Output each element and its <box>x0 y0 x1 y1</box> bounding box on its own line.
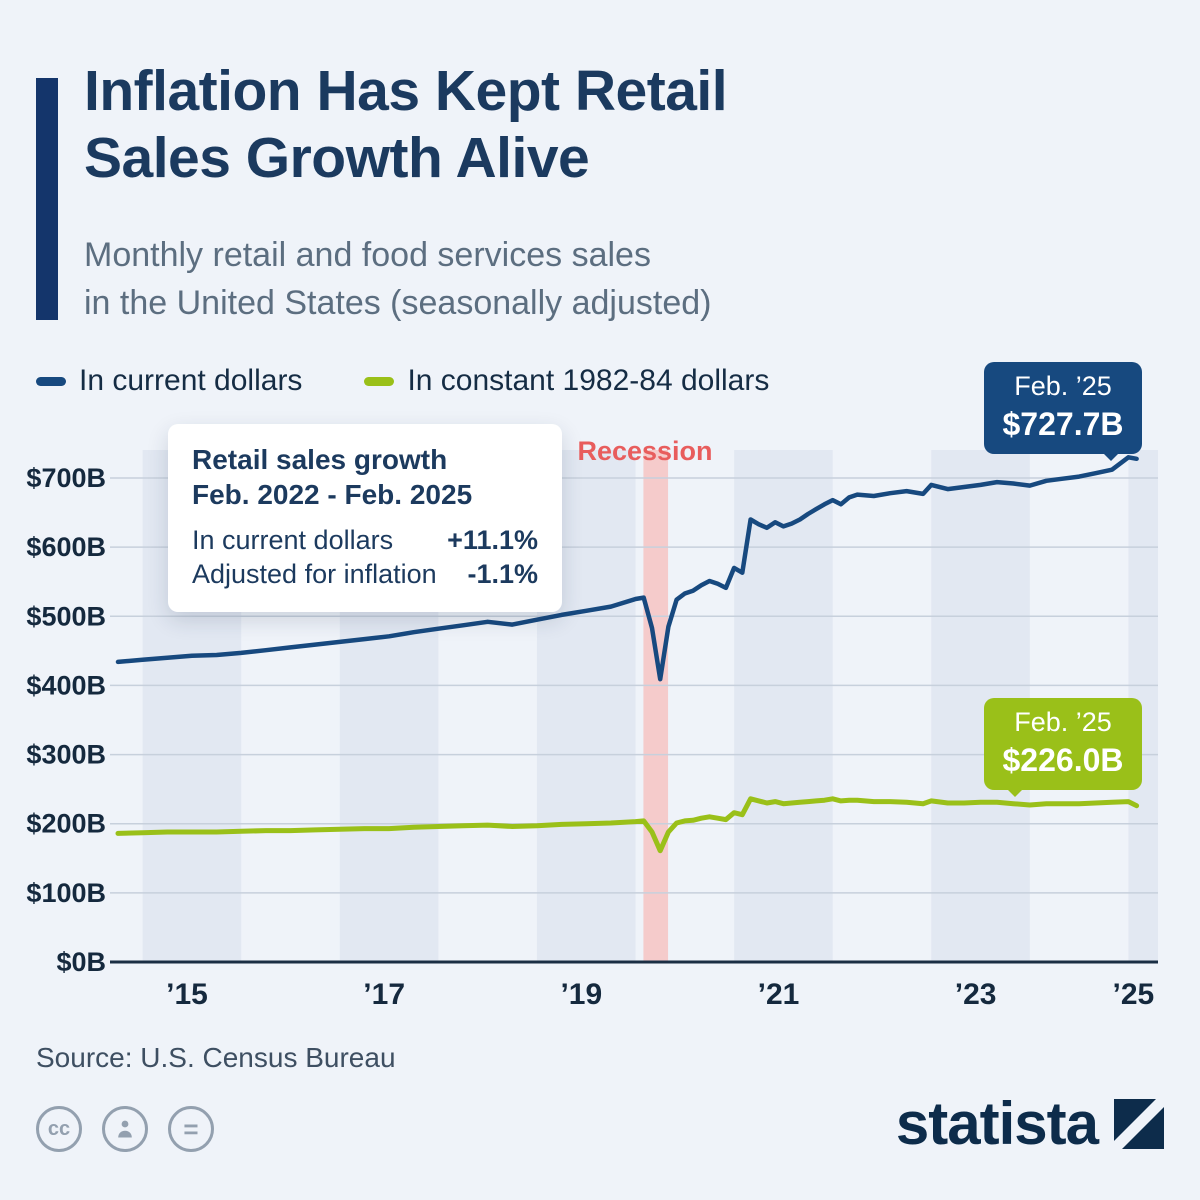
legend-dash-navy-icon <box>36 376 66 386</box>
page-subtitle: Monthly retail and food services sales i… <box>84 232 711 327</box>
legend-label: In constant 1982-84 dollars <box>407 364 770 397</box>
value-badge-constant-dollars: Feb. ’25 $226.0B <box>984 698 1142 797</box>
statista-wordmark: statista <box>895 1090 1099 1157</box>
cc-license-icon: cc <box>36 1106 82 1152</box>
x-tick-label: ’19 <box>560 978 602 1011</box>
creative-commons-icons: cc = <box>36 1106 214 1152</box>
attribution-person-icon <box>102 1106 148 1152</box>
legend-item-constant-dollars: In constant 1982-84 dollars <box>364 364 769 398</box>
title-line-2: Sales Growth Alive <box>84 126 590 191</box>
page-title: Inflation Has Kept Retail Sales Growth A… <box>84 58 728 193</box>
growth-callout-card: Retail sales growth Feb. 2022 - Feb. 202… <box>168 424 562 612</box>
x-tick-label: ’23 <box>955 978 997 1011</box>
callout-title-line-2: Feb. 2022 - Feb. 2025 <box>192 479 473 510</box>
callout-title-line-1: Retail sales growth <box>192 444 448 475</box>
y-tick-label: $700B <box>26 463 106 493</box>
chart-legend: In current dollars In constant 1982-84 d… <box>36 364 769 398</box>
value-badge-current-dollars: Feb. ’25 $727.7B <box>984 362 1142 461</box>
y-tick-label: $0B <box>56 947 106 977</box>
badge-date: Feb. ’25 <box>1014 707 1112 737</box>
x-tick-label: ’15 <box>166 978 208 1011</box>
callout-row-value: -1.1% <box>467 558 538 589</box>
subtitle-line-1: Monthly retail and food services sales <box>84 236 651 274</box>
title-line-1: Inflation Has Kept Retail <box>84 59 728 123</box>
x-tick-label: ’17 <box>363 978 405 1011</box>
callout-row-label: In current dollars <box>192 525 394 555</box>
statista-logo: statista <box>896 1094 1164 1154</box>
callout-row-value: +11.1% <box>447 525 538 555</box>
callout-rows: In current dollars +11.1% Adjusted for i… <box>192 524 538 592</box>
x-tick-label: ’25 <box>1112 978 1154 1011</box>
callout-title: Retail sales growth Feb. 2022 - Feb. 202… <box>192 442 538 512</box>
series-line-constant-dollars <box>115 796 1140 854</box>
statista-mark-icon <box>1114 1099 1164 1149</box>
legend-label: In current dollars <box>79 364 303 397</box>
y-tick-label: $400B <box>26 670 106 700</box>
legend-dash-green-icon <box>364 376 395 386</box>
y-tick-label: $300B <box>26 740 106 770</box>
y-tick-label: $100B <box>26 878 106 908</box>
person-glyph <box>118 1120 132 1138</box>
legend-item-current-dollars: In current dollars <box>36 364 302 398</box>
recession-label: Recession <box>577 436 713 466</box>
equals-icon: = <box>168 1106 214 1152</box>
callout-row-adjusted: Adjusted for inflation -1.1% <box>192 558 538 592</box>
callout-row-label: Adjusted for inflation <box>192 558 437 589</box>
source-note: Source: U.S. Census Bureau <box>36 1042 396 1073</box>
recession-band <box>643 450 669 962</box>
y-tick-label: $600B <box>26 532 106 562</box>
badge-value: $727.7B <box>1002 405 1124 442</box>
title-accent-bar <box>36 78 58 320</box>
badge-value: $226.0B <box>1002 741 1124 778</box>
subtitle-line-2: in the United States (seasonally adjuste… <box>84 283 712 322</box>
series-line-current-dollars <box>115 455 1139 682</box>
y-tick-label: $200B <box>26 809 106 839</box>
callout-row-current: In current dollars +11.1% <box>192 524 538 558</box>
x-tick-label: ’21 <box>758 978 800 1011</box>
y-tick-label: $500B <box>26 601 106 631</box>
year-band <box>734 450 833 962</box>
badge-date: Feb. ’25 <box>1014 371 1112 401</box>
